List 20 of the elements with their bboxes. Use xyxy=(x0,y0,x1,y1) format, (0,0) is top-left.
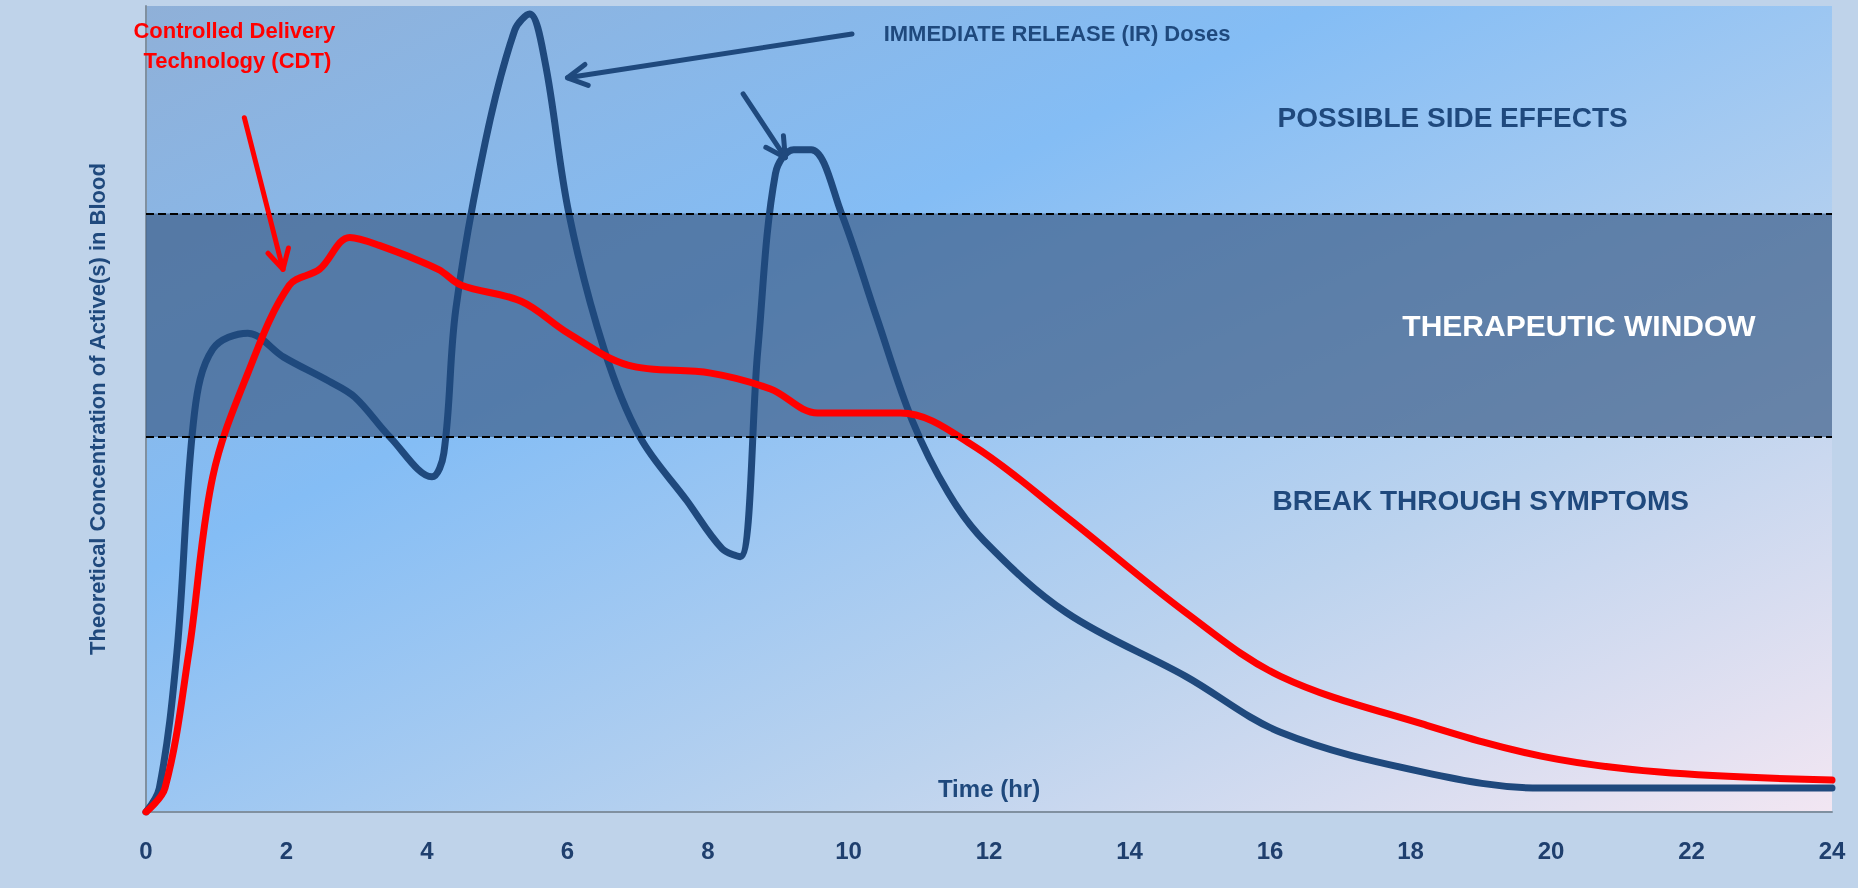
text: IMMEDIATE RELEASE (IR) Doses xyxy=(883,21,1231,47)
annotation: POSSIBLE SIDE EFFECTS xyxy=(1277,102,1628,134)
x-axis-title: Time (hr) xyxy=(937,774,1041,802)
x-tick-label: 6 xyxy=(560,836,575,864)
x-tick-label: 24 xyxy=(1818,836,1846,864)
annotation: BREAK THROUGH SYMPTOMS xyxy=(1272,485,1689,517)
x-tick-label: 8 xyxy=(701,836,715,864)
x-tick-label: 14 xyxy=(1116,836,1144,864)
x-tick-label: 18 xyxy=(1397,836,1424,864)
x-tick-label: 0 xyxy=(139,836,153,864)
y-axis-title: Theoretical Concentration of Active(s) in Blood xyxy=(84,163,110,655)
x-tick-label: 10 xyxy=(835,836,862,864)
x-tick-label: 2 xyxy=(279,836,294,864)
x-tick-label: 20 xyxy=(1537,836,1565,864)
x-tick-label: 4 xyxy=(420,836,435,864)
x-tick-label: 16 xyxy=(1256,836,1284,864)
text: Controlled Delivery Technology (CDT) xyxy=(133,18,342,74)
x-tick-label: 22 xyxy=(1678,836,1705,864)
x-tick-label: 12 xyxy=(975,836,1003,864)
band-label: THERAPEUTIC WINDOW xyxy=(1402,308,1757,342)
